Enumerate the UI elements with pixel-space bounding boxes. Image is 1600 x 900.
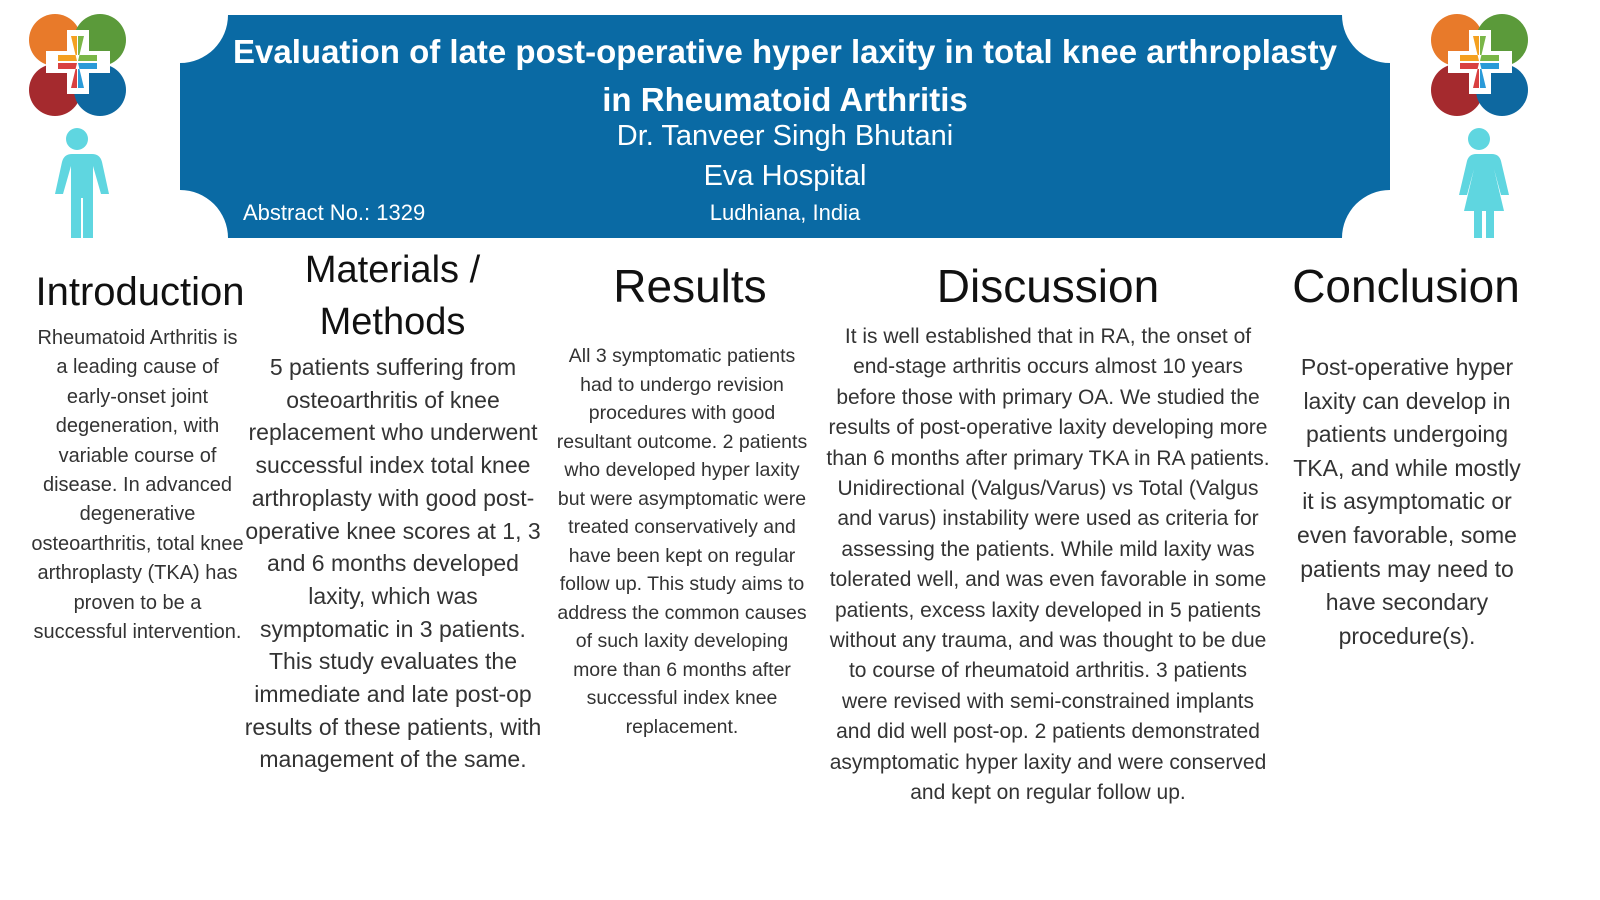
logo	[29, 14, 126, 116]
location: Ludhiana, India	[709, 200, 861, 225]
section-body: Post-operative hyper laxity can develop …	[1293, 354, 1521, 649]
banner	[180, 15, 1390, 238]
section-body: It is well established that in RA, the o…	[826, 325, 1270, 805]
section-heading: Results	[613, 260, 767, 312]
author: Dr. Tanveer Singh Bhutani	[616, 120, 954, 152]
title: Evaluation of late post-operative hyper …	[233, 33, 1337, 118]
section-heading: Materials / Methods	[304, 249, 481, 343]
section-body: All 3 symptomatic patients had to underg…	[556, 345, 808, 738]
section-body: Rheumatoid Arthritis is a leading cause …	[31, 327, 244, 644]
female-icon	[1459, 128, 1509, 238]
section-heading: Discussion	[936, 260, 1160, 312]
abstract-no: Abstract No.: 1329	[243, 200, 426, 225]
section-heading: Conclusion	[1292, 260, 1520, 312]
male-icon	[55, 128, 109, 238]
hospital: Eva Hospital	[703, 160, 867, 192]
section-heading: Introduction	[35, 270, 245, 314]
section-body: 5 patients suffering from osteoarthritis…	[244, 354, 542, 773]
